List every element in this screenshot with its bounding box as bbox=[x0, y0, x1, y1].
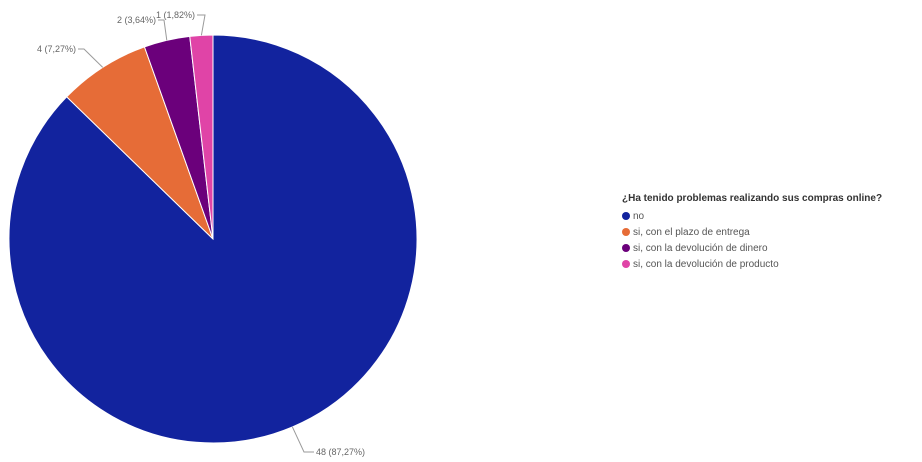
legend-item-4[interactable]: si, con la devolución de producto bbox=[622, 256, 882, 272]
pie-slice-4[interactable] bbox=[189, 34, 214, 240]
legend-swatch-icon bbox=[622, 212, 630, 220]
legend-item-label: no bbox=[633, 210, 645, 222]
data-label-2: 4 (7,27%) bbox=[37, 44, 76, 54]
leader-line-1 bbox=[291, 426, 314, 453]
legend-title: ¿Ha tenido problemas realizando sus comp… bbox=[622, 193, 883, 204]
legend-item-1[interactable]: no bbox=[622, 208, 882, 224]
legend-item-label: si, con el plazo de entrega bbox=[633, 226, 750, 238]
legend-items: no si, con el plazo de entrega si, con la … bbox=[622, 208, 882, 272]
legend-item-label: si, con la devolución de producto bbox=[633, 258, 779, 270]
legend-swatch-icon bbox=[622, 260, 630, 268]
legend-swatch-icon bbox=[622, 244, 630, 252]
data-label-1: 48 (87,27%) bbox=[316, 447, 365, 457]
legend-swatch-icon bbox=[622, 228, 630, 236]
legend-item-label: si, con la devolución de dinero bbox=[633, 242, 768, 254]
leader-line-3 bbox=[158, 19, 168, 41]
legend: ¿Ha tenido problemas realizando sus comp… bbox=[622, 193, 882, 272]
legend-item-2[interactable]: si, con el plazo de entrega bbox=[622, 224, 882, 240]
data-label-3: 2 (3,64%) bbox=[117, 15, 156, 25]
pie-slices bbox=[8, 34, 418, 444]
data-labels: 48 (87,27%) 4 (7,27%) 2 (3,64%) 1 (1,82%) bbox=[37, 10, 365, 457]
leader-line-4 bbox=[197, 14, 206, 36]
leader-lines bbox=[78, 14, 314, 453]
legend-item-3[interactable]: si, con la devolución de dinero bbox=[622, 240, 882, 256]
data-label-4: 1 (1,82%) bbox=[156, 10, 195, 20]
leader-line-2 bbox=[78, 48, 104, 68]
